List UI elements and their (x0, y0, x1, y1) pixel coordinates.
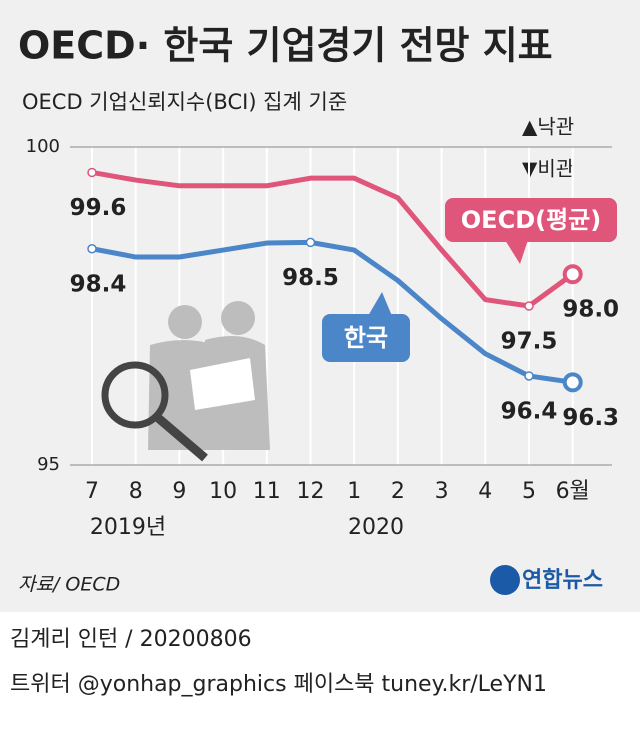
illustration (101, 301, 270, 462)
x-tick-label: 9 (172, 479, 186, 504)
byline: 김계리 인턴 / 20200806 (10, 627, 252, 652)
logo: 연합뉴스 (522, 567, 603, 593)
point (305, 237, 316, 248)
y-tick-label: 100 (26, 136, 60, 157)
legend-label: 한국 (344, 324, 388, 352)
x-tick-label: 2 (391, 479, 405, 504)
x-group-label: 2019년 (90, 515, 166, 540)
x-tick-label: 11 (253, 479, 281, 504)
x-tick-label: 3 (435, 479, 449, 504)
data-label: 98.0 (562, 297, 619, 323)
x-tick-label: 6월 (556, 479, 590, 504)
x-tick-label: 1 (347, 479, 361, 504)
footer: 트위터 @yonhap_graphics 페이스북 tuney.kr/LeYN1 (10, 672, 547, 697)
data-label: 96.4 (501, 398, 558, 424)
series-line (91, 169, 575, 309)
y-tick-label: 95 (37, 454, 60, 475)
x-tick-label: 8 (129, 479, 143, 504)
x-tick-label: 5 (522, 479, 536, 504)
data-label: 98.5 (282, 265, 339, 291)
legend-label: OECD(평균) (461, 206, 601, 234)
data-label: 98.4 (70, 271, 127, 297)
point (524, 371, 534, 381)
annotation: ▼비관 (522, 157, 574, 181)
annotation: ▲낙관 (522, 115, 574, 139)
point (562, 372, 583, 393)
point (87, 244, 97, 254)
point (524, 301, 534, 311)
x-tick-label: 10 (209, 479, 237, 504)
x-tick-label: 7 (85, 479, 99, 504)
logo-mark (490, 565, 520, 595)
callout (322, 198, 617, 362)
point (562, 264, 583, 285)
chart-title: OECD· 한국 기업경기 전망 지표 (18, 24, 553, 68)
data-label: 96.3 (562, 405, 619, 431)
source: 자료/ OECD (18, 574, 120, 596)
x-group-label: 2020 (348, 515, 404, 540)
data-label: 97.5 (501, 329, 558, 355)
chart-subtitle: OECD 기업신뢰지수(BCI) 집계 기준 (22, 90, 347, 114)
series-line (91, 239, 574, 385)
point (87, 167, 97, 178)
x-tick-label: 12 (297, 479, 325, 504)
data-label: 99.6 (70, 195, 127, 221)
x-tick-label: 4 (478, 479, 492, 504)
